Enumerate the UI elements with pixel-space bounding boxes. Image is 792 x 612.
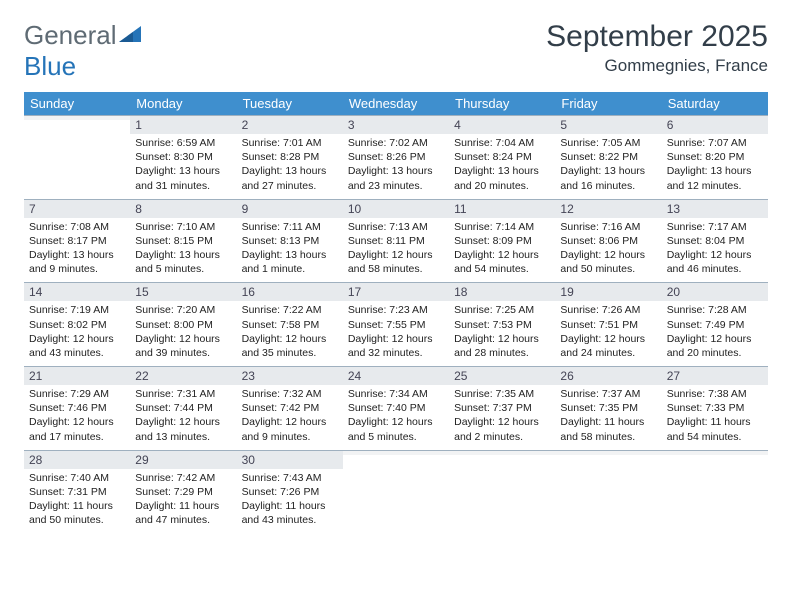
weekday-header: Sunday [24, 92, 130, 115]
day-number: 4 [449, 115, 555, 134]
day-info: Sunrise: 7:07 AMSunset: 8:20 PMDaylight:… [662, 134, 768, 199]
day-info: Sunrise: 7:01 AMSunset: 8:28 PMDaylight:… [237, 134, 343, 199]
day-number: 5 [555, 115, 661, 134]
dayinfo-row: Sunrise: 7:40 AMSunset: 7:31 PMDaylight:… [24, 469, 768, 534]
weekday-header: Thursday [449, 92, 555, 115]
day-info: Sunrise: 7:17 AMSunset: 8:04 PMDaylight:… [662, 218, 768, 283]
brand-part2: Blue [24, 51, 76, 81]
day-number: 24 [343, 366, 449, 385]
weekday-header: Wednesday [343, 92, 449, 115]
day-info [24, 134, 130, 199]
day-info: Sunrise: 7:02 AMSunset: 8:26 PMDaylight:… [343, 134, 449, 199]
daynum-row: 123456 [24, 115, 768, 134]
header: GeneralBlue September 2025 Gommegnies, F… [24, 20, 768, 82]
day-number: 27 [662, 366, 768, 385]
day-info: Sunrise: 7:23 AMSunset: 7:55 PMDaylight:… [343, 301, 449, 366]
day-number: 30 [237, 450, 343, 469]
weekday-header: Friday [555, 92, 661, 115]
day-number: 18 [449, 282, 555, 301]
day-info: Sunrise: 7:26 AMSunset: 7:51 PMDaylight:… [555, 301, 661, 366]
day-number [662, 450, 768, 455]
day-number: 9 [237, 199, 343, 218]
brand-logo: GeneralBlue [24, 20, 141, 82]
day-number: 13 [662, 199, 768, 218]
day-number: 29 [130, 450, 236, 469]
location: Gommegnies, France [546, 56, 768, 76]
day-info: Sunrise: 7:42 AMSunset: 7:29 PMDaylight:… [130, 469, 236, 534]
day-number: 1 [130, 115, 236, 134]
daynum-row: 21222324252627 [24, 366, 768, 385]
dayinfo-row: Sunrise: 7:29 AMSunset: 7:46 PMDaylight:… [24, 385, 768, 450]
day-info: Sunrise: 7:32 AMSunset: 7:42 PMDaylight:… [237, 385, 343, 450]
day-number: 8 [130, 199, 236, 218]
day-info: Sunrise: 7:37 AMSunset: 7:35 PMDaylight:… [555, 385, 661, 450]
dayinfo-row: Sunrise: 6:59 AMSunset: 8:30 PMDaylight:… [24, 134, 768, 199]
day-info: Sunrise: 7:35 AMSunset: 7:37 PMDaylight:… [449, 385, 555, 450]
day-number: 15 [130, 282, 236, 301]
day-info [555, 469, 661, 534]
day-number: 3 [343, 115, 449, 134]
brand-part1: General [24, 20, 117, 50]
day-info: Sunrise: 7:29 AMSunset: 7:46 PMDaylight:… [24, 385, 130, 450]
weekday-header: Monday [130, 92, 236, 115]
day-number: 20 [662, 282, 768, 301]
day-info: Sunrise: 7:22 AMSunset: 7:58 PMDaylight:… [237, 301, 343, 366]
day-number: 16 [237, 282, 343, 301]
weekday-header-row: SundayMondayTuesdayWednesdayThursdayFrid… [24, 92, 768, 115]
day-number: 23 [237, 366, 343, 385]
day-info: Sunrise: 7:14 AMSunset: 8:09 PMDaylight:… [449, 218, 555, 283]
day-info [343, 469, 449, 534]
weekday-header: Saturday [662, 92, 768, 115]
day-info: Sunrise: 7:38 AMSunset: 7:33 PMDaylight:… [662, 385, 768, 450]
day-number [343, 450, 449, 455]
day-info: Sunrise: 7:40 AMSunset: 7:31 PMDaylight:… [24, 469, 130, 534]
day-info: Sunrise: 7:43 AMSunset: 7:26 PMDaylight:… [237, 469, 343, 534]
daynum-row: 14151617181920 [24, 282, 768, 301]
day-info: Sunrise: 7:13 AMSunset: 8:11 PMDaylight:… [343, 218, 449, 283]
day-info: Sunrise: 7:04 AMSunset: 8:24 PMDaylight:… [449, 134, 555, 199]
day-info: Sunrise: 7:20 AMSunset: 8:00 PMDaylight:… [130, 301, 236, 366]
day-number: 19 [555, 282, 661, 301]
weekday-header: Tuesday [237, 92, 343, 115]
day-number: 17 [343, 282, 449, 301]
day-info: Sunrise: 7:16 AMSunset: 8:06 PMDaylight:… [555, 218, 661, 283]
day-number: 11 [449, 199, 555, 218]
day-info: Sunrise: 7:19 AMSunset: 8:02 PMDaylight:… [24, 301, 130, 366]
day-number: 10 [343, 199, 449, 218]
day-info: Sunrise: 7:28 AMSunset: 7:49 PMDaylight:… [662, 301, 768, 366]
day-number: 14 [24, 282, 130, 301]
daynum-row: 282930 [24, 450, 768, 469]
day-number [449, 450, 555, 455]
day-info: Sunrise: 7:10 AMSunset: 8:15 PMDaylight:… [130, 218, 236, 283]
day-info [662, 469, 768, 534]
day-info: Sunrise: 7:11 AMSunset: 8:13 PMDaylight:… [237, 218, 343, 283]
day-number: 21 [24, 366, 130, 385]
day-number: 7 [24, 199, 130, 218]
brand-triangle-icon [119, 20, 141, 51]
day-number: 25 [449, 366, 555, 385]
day-number: 12 [555, 199, 661, 218]
month-title: September 2025 [546, 20, 768, 54]
day-info: Sunrise: 7:08 AMSunset: 8:17 PMDaylight:… [24, 218, 130, 283]
day-info [449, 469, 555, 534]
day-info: Sunrise: 7:25 AMSunset: 7:53 PMDaylight:… [449, 301, 555, 366]
day-number: 26 [555, 366, 661, 385]
daynum-row: 78910111213 [24, 199, 768, 218]
day-number: 22 [130, 366, 236, 385]
day-info: Sunrise: 7:34 AMSunset: 7:40 PMDaylight:… [343, 385, 449, 450]
calendar-table: SundayMondayTuesdayWednesdayThursdayFrid… [24, 92, 768, 533]
day-number: 2 [237, 115, 343, 134]
day-number [555, 450, 661, 455]
day-number: 28 [24, 450, 130, 469]
day-info: Sunrise: 7:31 AMSunset: 7:44 PMDaylight:… [130, 385, 236, 450]
day-number [24, 115, 130, 120]
dayinfo-row: Sunrise: 7:19 AMSunset: 8:02 PMDaylight:… [24, 301, 768, 366]
day-info: Sunrise: 6:59 AMSunset: 8:30 PMDaylight:… [130, 134, 236, 199]
day-number: 6 [662, 115, 768, 134]
dayinfo-row: Sunrise: 7:08 AMSunset: 8:17 PMDaylight:… [24, 218, 768, 283]
day-info: Sunrise: 7:05 AMSunset: 8:22 PMDaylight:… [555, 134, 661, 199]
title-block: September 2025 Gommegnies, France [546, 20, 768, 76]
brand-text: GeneralBlue [24, 20, 141, 82]
